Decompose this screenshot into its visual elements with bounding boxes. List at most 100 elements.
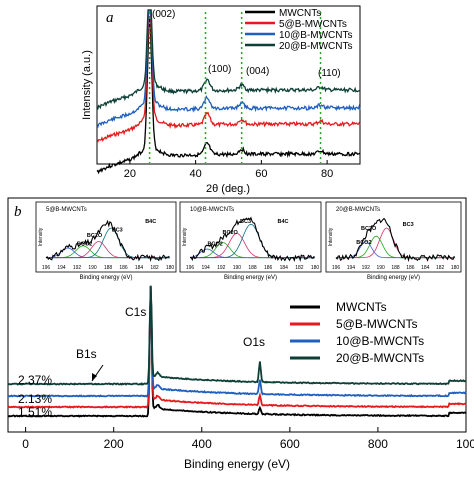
xps-curve-mwcnts (7, 286, 467, 418)
b-tick-label-1: 200 (104, 437, 124, 451)
inset-tick-label: 184 (135, 265, 144, 271)
panel-b-curves (7, 285, 467, 418)
legend-a-20b: 20@B-MWCNTs (279, 41, 353, 52)
inset-peak-label: BC2O (87, 233, 103, 239)
o1s-label: O1s (243, 335, 265, 349)
pct-5b: 1.51% (18, 405, 52, 419)
inset-peak-label: BCO2 (77, 241, 92, 247)
inset-peak-label: B4C (145, 219, 156, 225)
legend-a-mwcnts: MWCNTs (279, 8, 321, 19)
inset-tick-label: 180 (166, 265, 175, 271)
inset-peak-label: BC3 (112, 227, 123, 233)
inset-xlabel: Binding energy (eV) (79, 275, 132, 281)
legend-a-5b: 5@B-MWCNTs (279, 19, 347, 30)
inset-frame (179, 201, 322, 273)
panel-a-legend: MWCNTs 5@B-MWCNTs 10@B-MWCNTs 20@B-MWCNT… (245, 8, 353, 52)
peak-label-110: (110) (318, 68, 341, 79)
b-tick-label-2: 400 (192, 437, 212, 451)
inset-tick-label: 186 (264, 265, 273, 271)
panel-b: b C1s O1s B1s 2.37% 2.13% 1.51% MWCNTs 5… (7, 197, 474, 471)
b-tick-label-5: 100 (456, 437, 474, 451)
xps-curve-5b (7, 287, 467, 409)
xrd-curve-5b (96, 9, 361, 143)
inset-tick-label: 182 (436, 265, 445, 271)
a-tick-label-20: 20 (124, 168, 136, 180)
inset-tick-label: 196 (42, 265, 51, 271)
peak-label-004: (004) (246, 66, 269, 77)
inset-tick-label: 182 (295, 265, 304, 271)
panel-b-legend: MWCNTs 5@B-MWCNTs 10@B-MWCNTs 20@B-MWCNT… (290, 300, 424, 365)
inset-tick-label: 188 (248, 265, 257, 271)
legend-b-10b: 10@B-MWCNTs (336, 334, 424, 348)
inset-ylabel: Intensity (182, 227, 188, 246)
inset-peak-label: BC2O (361, 226, 377, 232)
inset-tick-label: 184 (280, 265, 289, 271)
inset-xlabel: Binding energy (eV) (367, 275, 420, 281)
legend-a-10b: 10@B-MWCNTs (279, 30, 353, 41)
inset-title: 20@B-MWCNTs (336, 207, 380, 213)
b1s-arrow-head (92, 373, 97, 381)
panel-a-xlabel: 2θ (deg.) (206, 183, 250, 195)
inset-tick-label: 194 (57, 265, 66, 271)
panel-a-frame (96, 5, 361, 165)
inset-tick-label: 192 (217, 265, 226, 271)
legend-b-5b: 5@B-MWCNTs (336, 317, 418, 331)
inset-tick-label: 188 (104, 265, 113, 271)
inset-title: 5@B-MWCNTs (46, 207, 87, 213)
xrd-curve-20b (96, 9, 361, 110)
xrd-curve-mwcnts (96, 16, 361, 175)
inset-tick-label: 192 (73, 265, 82, 271)
inset-ylabel: Intensity (328, 227, 334, 246)
panel-a-curves (96, 9, 361, 175)
panel-a-label: a (106, 10, 114, 26)
pct-20b: 2.37% (18, 373, 52, 387)
inset-peak-label: BC2O (223, 230, 239, 236)
b1s-label: B1s (76, 347, 97, 361)
inset-peak-label: BC3 (403, 222, 414, 228)
inset-1: 5@B-MWCNTs Intensity 196 194 192 190 188 186 184… (35, 201, 177, 281)
inset-raw-data (45, 219, 170, 262)
peak-label-100: (100) (208, 64, 231, 75)
inset-tick-label: 190 (376, 265, 385, 271)
inset-frame (35, 201, 177, 273)
xrd-curve-10b (96, 9, 361, 128)
panel-b-x-ticks: 0 200 400 600 800 100 (22, 427, 474, 451)
inset-tick-label: 194 (201, 265, 210, 271)
xps-curve-20b (7, 285, 466, 386)
inset-xlabel: Binding energy (eV) (224, 275, 277, 281)
inset-tick-label: 182 (150, 265, 159, 271)
inset-tick-label: 196 (186, 265, 195, 271)
legend-b-mwcnts: MWCNTs (336, 300, 387, 314)
xps-b1s-insets: 5@B-MWCNTs Intensity 196 194 192 190 188 186 184… (35, 201, 462, 281)
inset-3: 20@B-MWCNTs Intensity 196 194 192 190 188 186 18… (325, 201, 462, 281)
pct-10b: 2.13% (18, 392, 52, 406)
inset-fit-3 (190, 223, 315, 259)
inset-ylabel: Intensity (38, 227, 44, 246)
b-tick-label-3: 600 (280, 437, 300, 451)
inset-tick-label: 180 (451, 265, 460, 271)
inset-2: 10@B-MWCNTs Intensity 196 194 192 190 188 186 18… (179, 201, 322, 281)
a-tick-label-60: 60 (255, 168, 267, 180)
panel-b-frame (7, 197, 467, 433)
inset-fit-3 (46, 227, 170, 259)
panel-a: a (002) (100) (004) (110) MWCNTs 5@B-MWC… (81, 5, 361, 195)
peak-label-002: (002) (152, 9, 175, 20)
panel-b-label: b (14, 204, 22, 220)
inset-tick-label: 186 (119, 265, 128, 271)
inset-tick-label: 190 (88, 265, 97, 271)
inset-raw-data (190, 216, 315, 262)
inset-tick-label: 194 (347, 265, 356, 271)
inset-tick-label: 184 (421, 265, 430, 271)
inset-tick-label: 196 (332, 265, 341, 271)
inset-tick-label: 192 (362, 265, 371, 271)
xps-curve-10b (7, 286, 467, 398)
a-tick-label-80: 80 (321, 168, 333, 180)
inset-peak-label: BCO2 (208, 241, 223, 247)
a-tick-label-40: 40 (190, 168, 202, 180)
panel-b-xlabel: Binding energy (eV) (184, 457, 290, 471)
inset-peak-label: BC3 (240, 219, 251, 225)
inset-peak-label: BCO2 (356, 240, 371, 246)
inset-frame (325, 201, 462, 273)
panel-a-peak-guides (148, 12, 322, 163)
